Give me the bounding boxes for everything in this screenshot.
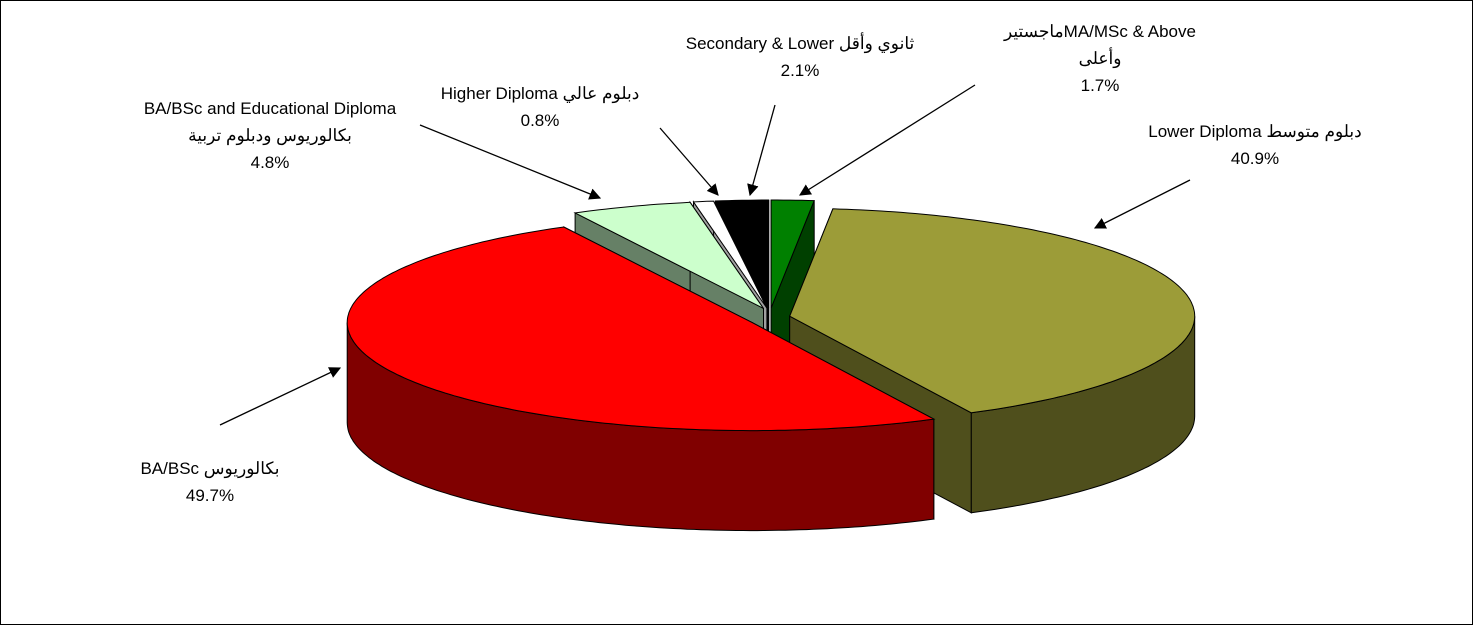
arrow [1093,179,1191,229]
category-label: BA/BSc بكالوريوس [140,459,280,478]
arrow [419,124,602,200]
category-label: ماجستيرMA/MSc & Above وأعلى [1004,22,1196,68]
slice-label: ماجستيرMA/MSc & Above وأعلى 1.7% [985,18,1215,99]
slice-label: BA/BSc and Educational Diploma بكالوريوس… [125,95,415,176]
category-label: Secondary & Lower ثانوي وأقل [685,34,915,53]
value-label: 4.8% [250,153,290,172]
category-label: BA/BSc and Educational Diploma بكالوريوس… [143,99,397,145]
value-label: 49.7% [185,486,235,505]
value-label: 1.7% [1080,76,1120,95]
slice [692,200,768,309]
slice-label: Lower Diploma دبلوم متوسط 40.9% [1140,118,1370,172]
arrows [219,84,1191,426]
slice-label: Higher Diploma دبلوم عالي 0.8% [410,80,670,134]
pie [346,199,1196,532]
value-label: 2.1% [780,61,820,80]
slice-label: Secondary & Lower ثانوي وأقل 2.1% [680,30,920,84]
slice [573,201,764,309]
arrow [799,84,976,196]
slice [714,199,770,309]
category-label: Lower Diploma دبلوم متوسط [1148,122,1362,141]
slice-label: BA/BSc بكالوريوس 49.7% [80,455,340,509]
slice [346,226,936,432]
value-label: 0.8% [520,111,560,130]
arrow [659,127,719,196]
slice [789,208,1196,414]
arrow [747,104,776,197]
value-label: 40.9% [1230,149,1280,168]
category-label: Higher Diploma دبلوم عالي [440,84,640,103]
slice [770,199,815,309]
arrow [219,367,342,426]
